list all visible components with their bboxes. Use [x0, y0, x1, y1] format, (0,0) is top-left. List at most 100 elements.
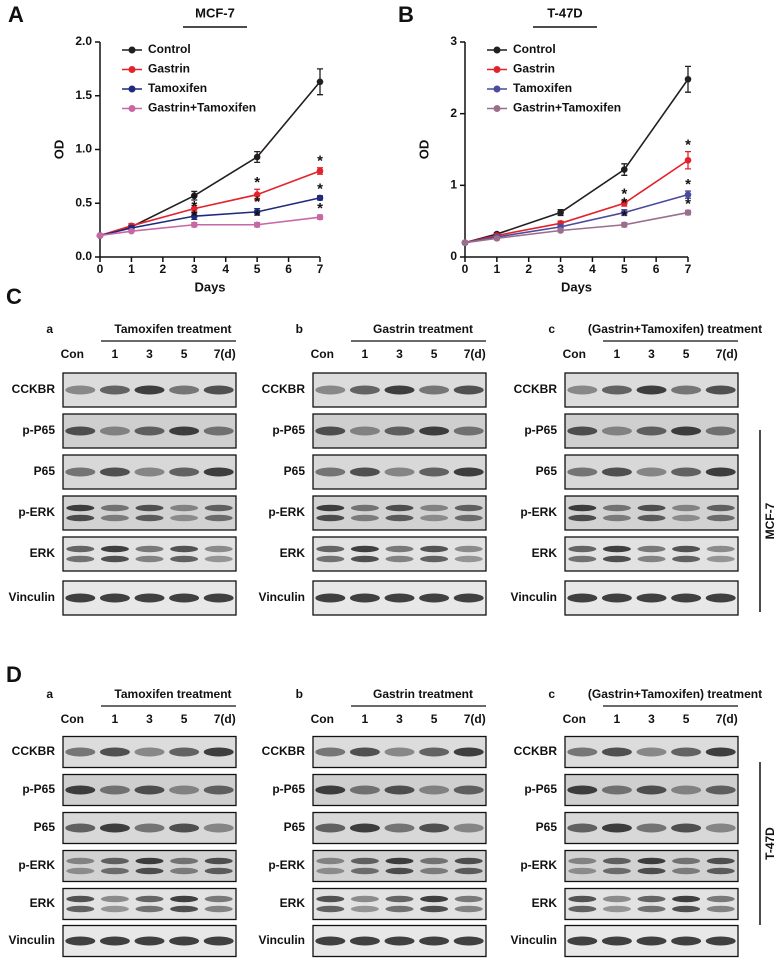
- blot-band: [420, 555, 449, 563]
- blot-band: [601, 823, 632, 833]
- blot-band: [636, 823, 667, 833]
- blot-band: [169, 593, 200, 603]
- blot-band: [204, 514, 233, 522]
- protein-label: CCKBR: [12, 744, 56, 758]
- blot-frame: [312, 536, 487, 572]
- lane-label: 1: [112, 347, 119, 361]
- blot-band: [453, 936, 484, 946]
- blot-band: [170, 504, 199, 512]
- protein-label: P65: [284, 464, 306, 478]
- blot-band: [170, 895, 199, 903]
- blot-band: [705, 936, 736, 946]
- blot-band: [453, 593, 484, 603]
- lane-label: 1: [614, 347, 621, 361]
- blot-band: [100, 545, 129, 553]
- cell-line-label: MCF-7: [763, 502, 777, 539]
- x-tick-label: 5: [254, 262, 261, 276]
- legend-marker: [128, 46, 136, 54]
- blot-band: [568, 895, 597, 903]
- blot-band: [568, 905, 597, 913]
- blot-band: [169, 467, 200, 477]
- blot-band: [637, 895, 666, 903]
- blot-band: [134, 385, 165, 395]
- data-point: [316, 213, 324, 221]
- blot-band: [316, 504, 345, 512]
- blot-band: [99, 426, 130, 436]
- protein-label: p-ERK: [18, 858, 55, 872]
- protein-label: ERK: [280, 546, 306, 560]
- blot-band: [385, 857, 414, 865]
- lane-label: Con: [311, 347, 334, 361]
- data-point: [684, 156, 692, 164]
- blot-band: [602, 514, 631, 522]
- blot-band: [100, 905, 129, 913]
- lane-label: 7(d): [214, 347, 236, 361]
- blot-band: [601, 593, 632, 603]
- blot-band: [349, 747, 380, 757]
- blot-band: [316, 867, 345, 875]
- x-tick-label: 2: [525, 262, 532, 276]
- blot-band: [350, 504, 379, 512]
- blot-band: [454, 867, 483, 875]
- protein-label: p-ERK: [520, 505, 557, 519]
- significance-mark: *: [621, 208, 627, 225]
- treatment-label: (Gastrin+Tamoxifen) treatment: [588, 322, 762, 336]
- protein-label: Vinculin: [511, 933, 557, 947]
- blot-band: [170, 514, 199, 522]
- blot-band: [203, 593, 234, 603]
- blot-band: [134, 426, 165, 436]
- y-axis-label: OD: [416, 140, 431, 160]
- y-tick-label: 0.0: [75, 249, 92, 263]
- treatment-label: (Gastrin+Tamoxifen) treatment: [588, 687, 762, 701]
- data-point: [557, 209, 564, 216]
- blot-band: [567, 385, 598, 395]
- lane-label: 3: [396, 712, 403, 726]
- blot-band: [66, 905, 95, 913]
- legend-label: Gastrin+Tamoxifen: [148, 101, 256, 115]
- data-point: [190, 192, 198, 200]
- lane-label: 7(d): [464, 347, 486, 361]
- treatment-label: Gastrin treatment: [373, 687, 473, 701]
- blot-band: [99, 936, 130, 946]
- data-point: [190, 212, 198, 220]
- blot-band: [567, 936, 598, 946]
- significance-mark: *: [621, 195, 627, 212]
- blot-band: [66, 514, 95, 522]
- blot-band: [316, 895, 345, 903]
- blot-band: [384, 785, 415, 795]
- blot-band: [602, 504, 631, 512]
- protein-label: P65: [284, 820, 306, 834]
- blot-band: [419, 385, 450, 395]
- protein-label: Vinculin: [259, 933, 305, 947]
- blot-band: [99, 385, 130, 395]
- group-label: c: [548, 687, 555, 701]
- blot-band: [384, 385, 415, 395]
- protein-label: CCKBR: [514, 382, 558, 396]
- blot-band: [567, 426, 598, 436]
- treatment-label: Tamoxifen treatment: [114, 687, 231, 701]
- x-tick-label: 1: [494, 262, 501, 276]
- blot-band: [384, 747, 415, 757]
- blot-band: [65, 785, 96, 795]
- blot-band: [601, 785, 632, 795]
- blot-band: [602, 895, 631, 903]
- blot-band: [637, 514, 666, 522]
- blot-band: [99, 823, 130, 833]
- lane-label: 7(d): [716, 712, 738, 726]
- cell-line-label: T-47D: [763, 827, 777, 860]
- data-point: [96, 232, 104, 239]
- x-tick-label: 6: [285, 262, 292, 276]
- legend-label: Gastrin: [513, 62, 555, 76]
- blot-frame: [62, 887, 237, 921]
- blot-band: [350, 555, 379, 563]
- significance-mark: *: [685, 176, 691, 193]
- y-tick-label: 1: [450, 178, 457, 192]
- blot-band: [170, 545, 199, 553]
- blot-band: [637, 905, 666, 913]
- protein-label: CCKBR: [262, 382, 306, 396]
- blot-band: [568, 545, 597, 553]
- group-label: a: [46, 322, 53, 336]
- blot-band: [169, 936, 200, 946]
- blot-band: [204, 857, 233, 865]
